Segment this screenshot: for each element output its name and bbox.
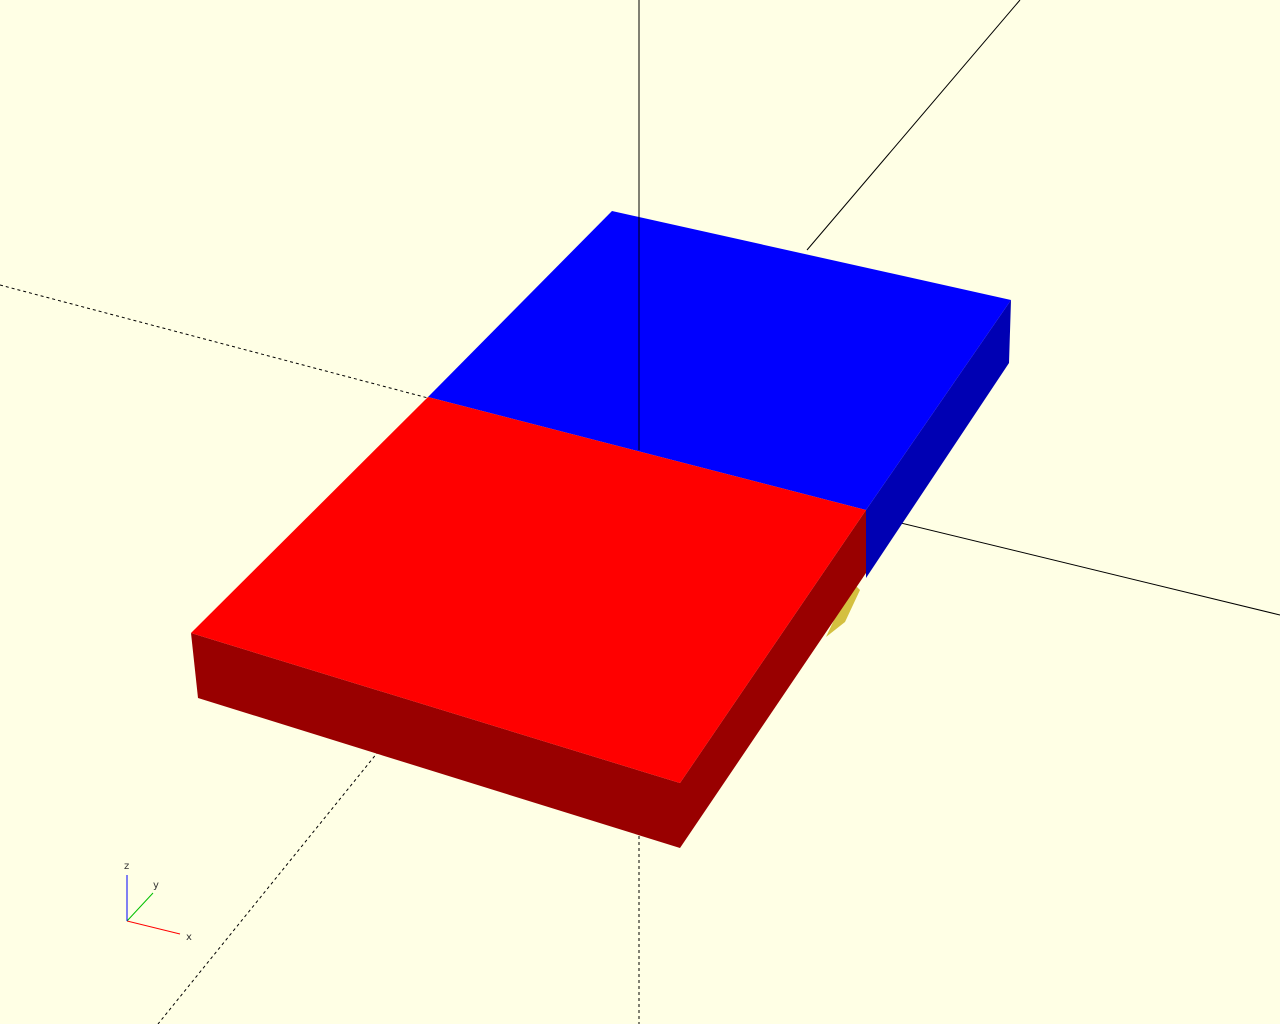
y-axis-positive bbox=[806, 0, 1021, 251]
x-axis-positive bbox=[867, 514, 1280, 616]
gizmo-y-label: y bbox=[153, 880, 159, 891]
gizmo-z-label: z bbox=[124, 861, 129, 872]
x-axis-negative bbox=[0, 284, 429, 399]
axes-gizmo: z y x bbox=[124, 861, 192, 943]
blue-block-side bbox=[866, 300, 1011, 578]
blue-block[interactable] bbox=[428, 211, 1011, 578]
red-block[interactable] bbox=[191, 397, 866, 848]
red-block-side bbox=[680, 510, 866, 848]
gizmo-x-axis bbox=[126, 920, 181, 935]
red-block-top bbox=[191, 397, 866, 783]
yellow-object[interactable] bbox=[826, 582, 860, 637]
gizmo-x-label: x bbox=[186, 932, 192, 943]
blue-block-top bbox=[428, 211, 1011, 510]
gizmo-y-axis bbox=[126, 892, 154, 922]
red-block-front bbox=[191, 633, 680, 848]
